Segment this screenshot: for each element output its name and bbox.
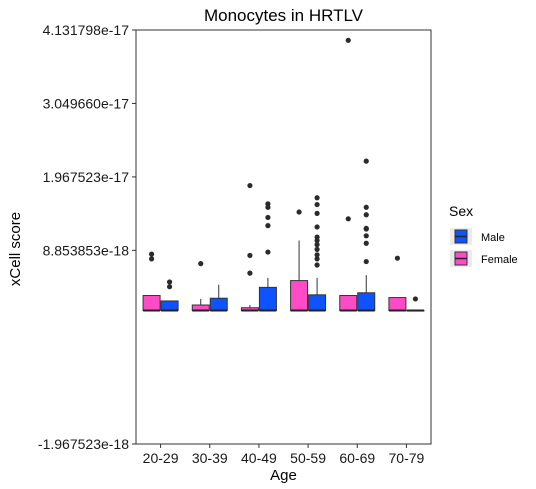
box-group xyxy=(290,209,309,312)
box-female xyxy=(388,297,407,311)
x-tick-label: 20-29 xyxy=(143,450,179,466)
x-axis-title: Age xyxy=(270,467,297,484)
outlier-point xyxy=(265,214,271,221)
outlier-point xyxy=(363,258,369,265)
box-group xyxy=(339,37,358,312)
y-axis-title: xCell score xyxy=(7,212,24,286)
x-tick-label: 70-79 xyxy=(389,450,425,466)
outlier-point xyxy=(265,201,271,207)
outlier-point xyxy=(363,204,369,210)
outlier-point xyxy=(247,270,253,276)
y-tick-label: 4.131798e-17 xyxy=(43,22,130,38)
outlier-point xyxy=(363,233,369,239)
outlier-point xyxy=(314,252,320,258)
y-tick-label: 3.049660e-17 xyxy=(43,95,130,111)
outlier-point xyxy=(363,158,369,164)
outlier-point xyxy=(363,212,369,218)
box-group xyxy=(258,201,277,312)
outlier-point xyxy=(265,223,271,229)
y-tick-label: 1.967523e-17 xyxy=(43,169,130,185)
outlier-point xyxy=(345,216,351,222)
outlier-point xyxy=(394,255,401,261)
outlier-point xyxy=(148,256,155,262)
x-tick-label: 30-39 xyxy=(192,450,228,466)
outlier-point xyxy=(314,210,320,216)
box-group xyxy=(388,255,407,312)
box-male xyxy=(258,286,277,311)
box-group xyxy=(142,251,161,312)
outlier-point xyxy=(314,195,320,201)
plot-area xyxy=(142,37,425,312)
outlier-point xyxy=(345,37,351,43)
x-axis: 20-29 30-39 40-49 50-59 60-69 70-79 xyxy=(143,444,425,466)
chart-title: Monocytes in HRTLV xyxy=(204,6,364,25)
box-female xyxy=(290,280,309,311)
outlier-point xyxy=(265,249,271,255)
outlier-point xyxy=(166,279,173,285)
box-group xyxy=(209,284,228,312)
box-group xyxy=(406,296,425,312)
y-axis: -1.967523e-18 8.853853e-18 1.967523e-17 3.0… xyxy=(38,22,136,452)
x-tick-label: 50-59 xyxy=(290,450,326,466)
outlier-point xyxy=(166,284,173,290)
box-group xyxy=(240,182,259,312)
outlier-point xyxy=(314,224,320,230)
outlier-point xyxy=(296,209,302,215)
box-male xyxy=(209,297,228,311)
outlier-point xyxy=(247,252,253,259)
legend-label-female: Female xyxy=(481,254,518,266)
box-group xyxy=(160,279,179,312)
legend-title: Sex xyxy=(449,203,473,219)
outlier-point xyxy=(247,182,253,189)
outlier-point xyxy=(314,242,320,248)
outlier-point xyxy=(412,296,419,302)
box-group xyxy=(191,261,210,312)
outlier-point xyxy=(314,234,320,240)
box-female xyxy=(142,295,161,311)
outlier-point xyxy=(314,262,320,268)
y-tick-label: 8.853853e-18 xyxy=(43,242,130,258)
outlier-point xyxy=(363,240,369,246)
box-male xyxy=(357,292,376,311)
legend-label-male: Male xyxy=(481,232,505,244)
y-tick-label: -1.967523e-18 xyxy=(38,436,129,452)
outlier-point xyxy=(314,246,320,252)
box-group xyxy=(357,158,376,312)
plot-panel-border xyxy=(135,29,432,445)
box-female xyxy=(339,295,358,311)
x-tick-label: 60-69 xyxy=(339,450,375,466)
outlier-point xyxy=(148,251,155,257)
x-tick-label: 40-49 xyxy=(241,450,277,466)
outlier-point xyxy=(314,256,320,262)
box-male xyxy=(308,294,327,311)
outlier-point xyxy=(314,201,320,208)
outlier-point xyxy=(198,261,204,267)
box-group xyxy=(308,195,327,312)
box-male xyxy=(160,300,179,311)
outlier-point xyxy=(363,225,369,231)
legend: Sex Male Female xyxy=(449,203,518,267)
